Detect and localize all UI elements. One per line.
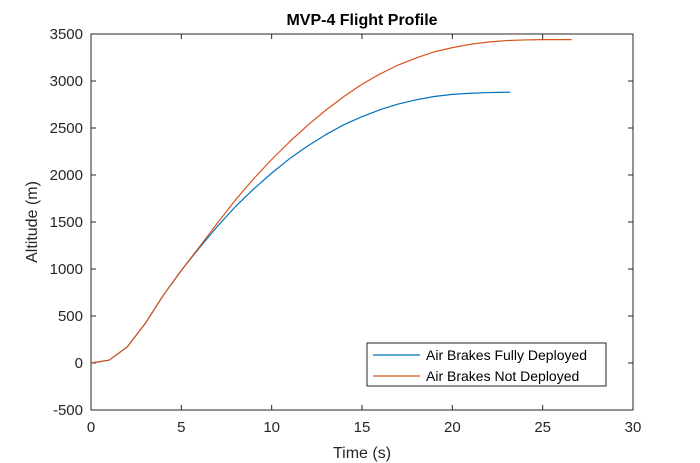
- y-tick-label: -500: [53, 402, 83, 419]
- series-layer: [90, 39, 572, 364]
- series-line-fully-deployed: [90, 91, 511, 364]
- axes-box: [90, 33, 634, 411]
- y-tick-label: 3000: [50, 73, 83, 90]
- tick-layer: 0 5 10 15 20 25 30-500050010001500200025003000…: [50, 26, 642, 436]
- y-tick-label: 1000: [50, 261, 83, 278]
- y-tick-label: 2000: [50, 167, 83, 184]
- x-tick-label: 15: [354, 419, 371, 436]
- legend-label-not-deployed: Air Brakes Not Deployed: [426, 368, 579, 384]
- x-tick-label: 0: [87, 419, 95, 436]
- y-tick-label: 1500: [50, 214, 83, 231]
- chart-title: MVP-4 Flight Profile: [286, 12, 437, 29]
- series-line-not-deployed: [90, 39, 572, 364]
- x-tick-label: 20: [444, 419, 461, 436]
- x-axis-label: Time (s): [333, 445, 391, 462]
- legend-label-fully-deployed: Air Brakes Fully Deployed: [426, 347, 587, 363]
- y-tick-label: 0: [75, 355, 83, 372]
- legend: Air Brakes Fully Deployed Air Brakes Not…: [366, 342, 607, 387]
- legend-box: [366, 342, 607, 387]
- x-tick-label: 10: [263, 419, 280, 436]
- y-tick-label: 3500: [50, 26, 83, 43]
- y-tick-label: 2500: [50, 120, 83, 137]
- y-axis-label: Altitude (m): [24, 181, 41, 263]
- x-tick-label: 30: [625, 419, 642, 436]
- x-tick-label: 5: [177, 419, 185, 436]
- y-tick-label: 500: [58, 308, 83, 325]
- x-tick-label: 25: [534, 419, 551, 436]
